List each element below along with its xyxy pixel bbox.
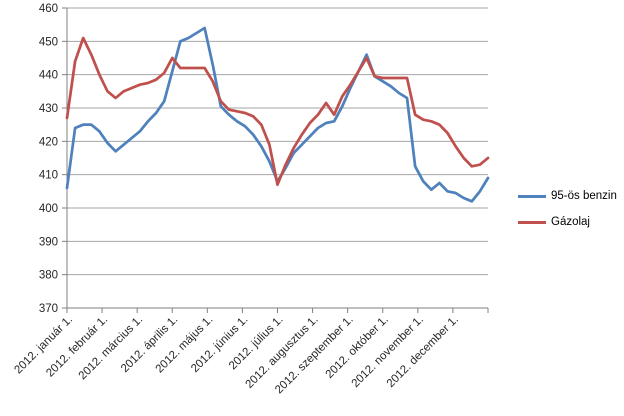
y-axis-tick-label: 420 <box>39 136 58 148</box>
y-axis-tick-label: 410 <box>39 170 58 182</box>
legend-marker <box>518 220 546 224</box>
y-axis-tick-label: 450 <box>39 36 58 48</box>
y-axis-tick-label: 460 <box>39 3 58 15</box>
x-axis-tick-label: 2012. február 1. <box>44 314 110 380</box>
series-line-gazolaj <box>65 36 490 187</box>
legend-marker <box>518 194 546 198</box>
legend-item-gazolaj: Gázolaj <box>518 214 617 230</box>
y-axis-tick-label: 390 <box>39 236 58 248</box>
x-axis-tick-label: 2012. október 1. <box>324 314 391 381</box>
x-axis-tick-label: 2012. március 1. <box>77 314 146 383</box>
series-line-benzin <box>65 26 490 203</box>
legend-label-benzin: 95-ös benzin <box>551 190 617 202</box>
legend-item-benzin: 95-ös benzin <box>518 188 617 204</box>
y-axis-tick-label: 370 <box>39 303 58 315</box>
chart-legend: 95-ös benzin Gázolaj <box>518 188 617 230</box>
y-axis-tick-label: 430 <box>39 103 58 115</box>
x-axis-tick-label: 2012. január 1. <box>12 314 75 377</box>
y-axis-tick-label: 440 <box>39 70 58 82</box>
y-axis-tick-label: 400 <box>39 203 58 215</box>
y-axis-tick-label: 380 <box>39 270 58 282</box>
legend-label-gazolaj: Gázolaj <box>551 216 590 228</box>
